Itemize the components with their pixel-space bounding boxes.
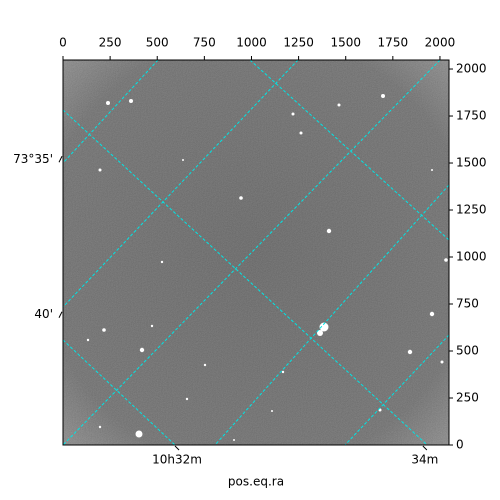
ra-tick-label: 10h32m bbox=[152, 453, 202, 467]
dec-tick bbox=[58, 156, 63, 163]
sky-image bbox=[63, 60, 449, 445]
x-tick-label: 2000 bbox=[425, 36, 456, 50]
plot-frame bbox=[62, 59, 450, 446]
ra-tick bbox=[174, 445, 180, 451]
x-tick-label: 1750 bbox=[378, 36, 409, 50]
y-tick-label: 2000 bbox=[456, 62, 487, 76]
dec-tick-label: 40' bbox=[34, 307, 53, 321]
x-tick-label: 750 bbox=[193, 36, 216, 50]
x-tick-label: 0 bbox=[59, 36, 67, 50]
stars bbox=[86, 94, 448, 441]
y-tick-label: 250 bbox=[456, 391, 479, 405]
y-tick-label: 1500 bbox=[456, 156, 487, 170]
coordinate-grid bbox=[63, 60, 449, 445]
y-tick-label: 1750 bbox=[456, 109, 487, 123]
y-tick-label: 0 bbox=[456, 438, 464, 452]
x-axis-label: pos.eq.ra bbox=[228, 475, 284, 489]
x-tick-label: 1000 bbox=[236, 36, 267, 50]
x-tick-label: 1500 bbox=[330, 36, 361, 50]
y-tick-label: 750 bbox=[456, 297, 479, 311]
ra-tick-label: 34m bbox=[411, 453, 438, 467]
x-tick-label: 1250 bbox=[283, 36, 314, 50]
y-tick-label: 1000 bbox=[456, 250, 487, 264]
y-tick-label: 500 bbox=[456, 344, 479, 358]
dec-tick-label: 73°35' bbox=[13, 152, 53, 166]
x-tick-label: 250 bbox=[99, 36, 122, 50]
x-tick-label: 500 bbox=[146, 36, 169, 50]
y-tick-label: 1250 bbox=[456, 203, 487, 217]
ra-tick bbox=[422, 445, 428, 451]
dec-tick bbox=[58, 311, 63, 318]
